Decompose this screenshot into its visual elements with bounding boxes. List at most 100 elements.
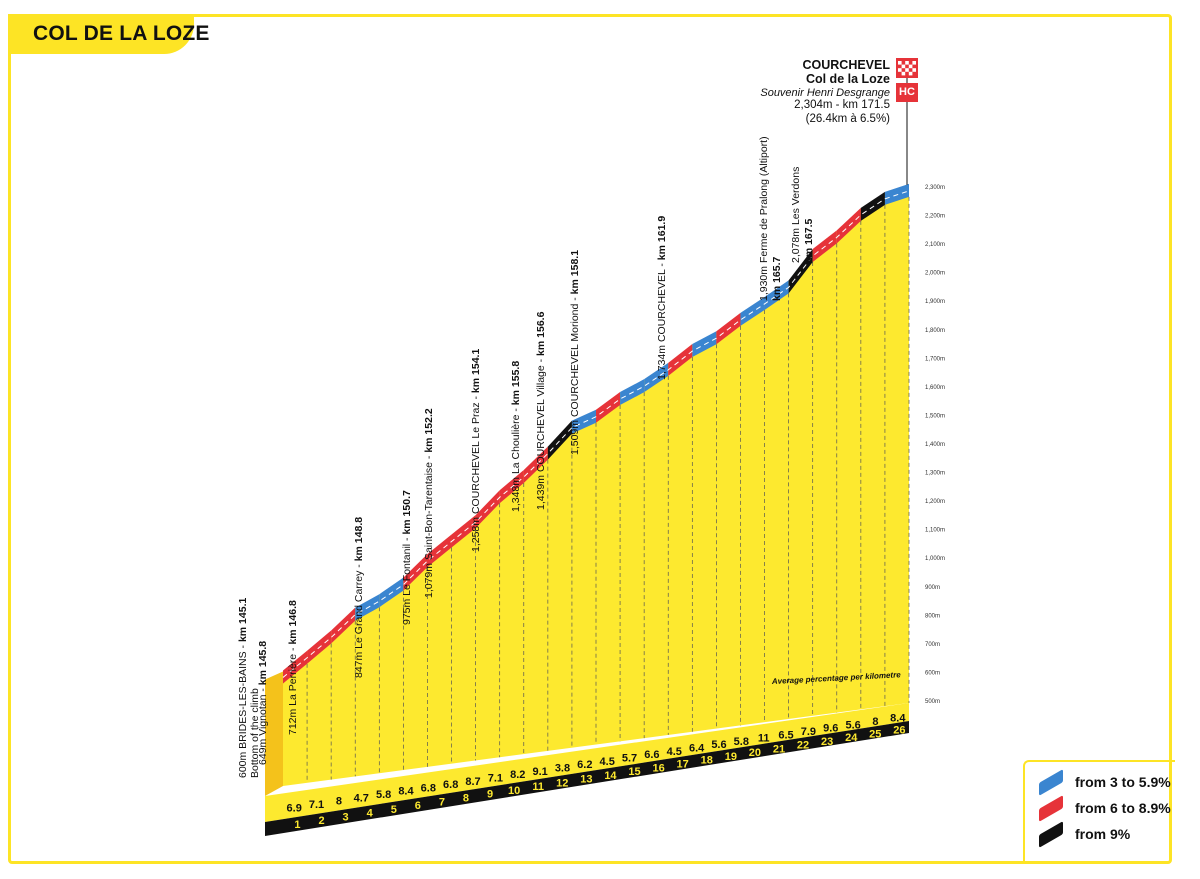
waypoint-km: km 152.2 — [423, 408, 435, 453]
ridge-segment — [836, 207, 861, 244]
waypoint-name: 1,258m COURCHEVEL Le Praz - — [470, 393, 482, 552]
y-tick-label: 600m — [925, 670, 940, 676]
gradient-label: 6.8 — [443, 779, 458, 791]
waypoint-km: km 148.8 — [353, 517, 365, 562]
waypoint-label: 1,348m La Choulière - km 155.8 — [510, 361, 522, 512]
gradient-label: 9.1 — [532, 766, 547, 778]
gradient-label: 4.5 — [600, 756, 615, 768]
waypoint-label: 649m Vignotan - km 145.8 — [257, 641, 269, 765]
km-label: 11 — [532, 781, 544, 793]
gradient-label: 6.5 — [778, 729, 793, 741]
ridge-segment — [331, 607, 356, 644]
waypoint-name: 975m Le Fontanil - — [401, 535, 413, 625]
waypoint-label: 2,078m Les Verdons — [790, 167, 802, 263]
gradient-label: 8.7 — [465, 776, 480, 788]
y-tick-label: 700m — [925, 642, 940, 648]
gradient-label: 5.6 — [711, 739, 726, 751]
waypoint-name: 847m Le Grand Carrey - — [353, 561, 365, 678]
waypoint-km: km 145.1 — [237, 598, 249, 643]
km-label: 3 — [343, 811, 349, 823]
flag-check — [908, 71, 913, 76]
ridge-segment — [668, 344, 693, 376]
waypoint-label: 1,439m COURCHEVEL Village - km 156.6 — [535, 311, 547, 510]
km-label: 13 — [580, 774, 592, 786]
y-tick-label: 1,000m — [925, 556, 945, 562]
waypoint-km: km 146.8 — [287, 600, 299, 645]
ridge-segment — [547, 420, 572, 460]
km-label: 1 — [294, 819, 300, 831]
km-label: 9 — [487, 789, 493, 801]
gradient-label: 9.6 — [823, 723, 838, 735]
km-label: 15 — [628, 766, 640, 778]
km-label: 5 — [391, 804, 397, 816]
km-label: 16 — [652, 762, 664, 774]
legend-label-red: from 6 to 8.9% — [1075, 800, 1171, 816]
gradient-label: 11 — [758, 733, 770, 745]
legend-item-blue: from 3 to 5.9% — [1039, 768, 1171, 796]
waypoint-km: km 154.1 — [470, 349, 482, 394]
waypoint-sublabel: Bottom of the climb — [249, 688, 261, 778]
gradient-label: 6.6 — [644, 749, 659, 761]
summit-stats: (26.4km à 6.5%) — [805, 112, 890, 125]
ridge-dash-line — [282, 190, 910, 678]
gradient-label: 6.8 — [421, 782, 436, 794]
waypoint-km: km 145.8 — [257, 641, 269, 686]
summit-alt-km: 2,304m - km 171.5 — [794, 99, 890, 112]
title-tab — [8, 14, 194, 54]
flag-check — [898, 61, 902, 65]
waypoint-km: km 158.1 — [569, 250, 581, 295]
y-tick-label: 2,000m — [925, 271, 945, 277]
km-label: 12 — [556, 777, 568, 789]
climb-title: COL DE LA LOZE — [33, 22, 210, 45]
ridge-segment — [403, 553, 428, 591]
gradient-label: 8 — [336, 796, 342, 808]
y-tick-label: 1,200m — [925, 499, 945, 505]
waypoint-km: km 167.5 — [803, 218, 815, 263]
y-tick-label: 1,300m — [925, 471, 945, 477]
waypoint-km: km 156.6 — [535, 311, 547, 356]
y-tick-label: 1,700m — [925, 356, 945, 362]
legend-item-black: from 9% — [1039, 820, 1130, 848]
gradient-label: 5.8 — [734, 736, 749, 748]
summit-name-line1: COURCHEVEL — [802, 58, 890, 72]
waypoint-label: 1,734m COURCHEVEL - km 161.9 — [656, 216, 668, 380]
y-tick-label: 800m — [925, 613, 940, 619]
gradient-label: 7.9 — [801, 726, 816, 738]
waypoint-label: 975m Le Fontanil - km 150.7 — [401, 490, 413, 625]
waypoint-name: 1,079m Saint-Bon-Tarentaise - — [423, 453, 435, 598]
km-label: 19 — [725, 751, 737, 763]
waypoint-name: 1,348m La Choulière - — [510, 405, 522, 512]
waypoint-label: 1,509m COURCHEVEL Moriond - km 158.1 — [569, 250, 581, 455]
km-label: 10 — [508, 785, 520, 797]
flag-check — [912, 61, 916, 65]
km-label: 8 — [463, 792, 469, 804]
ridge-segment — [283, 650, 308, 684]
waypoint-km: km 165.7 — [771, 256, 783, 301]
gradient-label: 5.8 — [376, 789, 391, 801]
gradient-label: 4.5 — [667, 746, 682, 758]
km-label: 21 — [773, 743, 785, 755]
km-band — [265, 721, 909, 836]
km-label: 14 — [604, 770, 617, 782]
flag-check — [905, 61, 909, 65]
y-tick-label: 2,100m — [925, 242, 945, 248]
km-label: 4 — [367, 808, 374, 820]
summit-name-line2: Col de la Loze — [805, 72, 890, 87]
gradient-label: 6.4 — [689, 743, 705, 755]
waypoint-label: 1,930m Ferme de Pralong (Altiport) — [758, 136, 770, 301]
gradient-label: 5.6 — [845, 719, 860, 731]
y-tick-label: 1,800m — [925, 328, 945, 334]
km-label: 24 — [845, 732, 858, 744]
gradient-label: 8.4 — [890, 713, 906, 725]
y-tick-label: 2,300m — [925, 185, 945, 191]
km-label: 17 — [677, 758, 689, 770]
waypoint-label: 1,258m COURCHEVEL Le Praz - km 154.1 — [470, 349, 482, 552]
flag-check — [901, 64, 906, 69]
km-label: 25 — [869, 728, 881, 740]
waypoint-name: 1,734m COURCHEVEL - — [656, 260, 668, 380]
legend-swatch-blue — [1039, 768, 1063, 796]
y-tick-label: 1,900m — [925, 299, 945, 305]
flag-check — [898, 68, 902, 72]
y-tick-label: 500m — [925, 699, 940, 705]
chart-frame — [8, 14, 1172, 864]
